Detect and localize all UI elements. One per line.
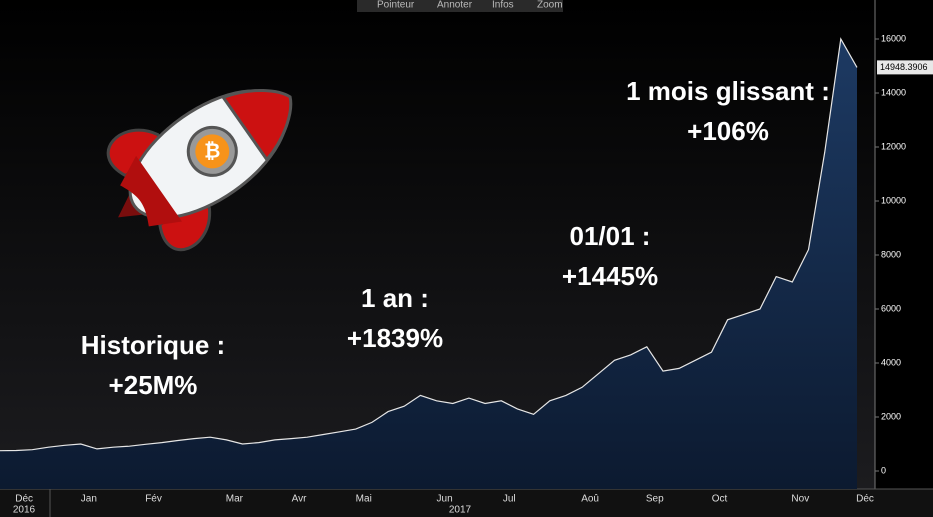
x-tick-label: Avr [292, 494, 307, 505]
last-value-label: 14948.3906 [880, 62, 928, 72]
y-tick-label: 4000 [881, 357, 901, 367]
last-value-box [877, 60, 933, 75]
annotation: 1 mois glissant : [626, 76, 830, 106]
x-tick-label: Mai [356, 494, 372, 505]
line [0, 37, 858, 452]
y-tick-label: 14000 [881, 87, 906, 97]
toolbar-item[interactable]: Pointeur [377, 0, 415, 11]
x-tick-label: Jul [503, 494, 516, 505]
annotation: +1839% [347, 323, 443, 353]
x-tick-label: Mar [226, 494, 244, 505]
year-label: 2016 [13, 505, 36, 516]
y-tick-label: 6000 [881, 303, 901, 313]
toolbar-item[interactable]: Zoom [537, 0, 563, 11]
x-axis-band [0, 489, 933, 517]
annotation: +1445% [562, 261, 658, 291]
rocket: ₿ [106, 88, 293, 252]
year-label: 2017 [449, 505, 472, 516]
x-tick-label: Déc [15, 494, 33, 505]
x-tick-label: Jan [81, 494, 97, 505]
y-tick-label: 12000 [881, 141, 906, 151]
y-tick-label: 16000 [881, 33, 906, 43]
x-tick-label: Oct [712, 494, 728, 505]
x-tick-label: Aoû [581, 494, 599, 505]
annotation: 01/01 : [570, 221, 651, 251]
toolbar-bg [357, 0, 563, 12]
toolbar: Pointeur Annoter Infos Zoom [357, 0, 563, 12]
annotation: 1 an : [361, 283, 429, 313]
annotation: Historique : [81, 330, 225, 360]
y-tick-label: 10000 [881, 195, 906, 205]
x-tick-label: Fév [145, 494, 162, 505]
x-tick-label: Déc [856, 494, 874, 505]
annotation: +106% [687, 116, 769, 146]
area [0, 39, 857, 489]
svg-text:₿: ₿ [204, 141, 220, 163]
annotation: +25M% [109, 370, 198, 400]
y-tick-label: 2000 [881, 411, 901, 421]
x-tick-label: Jun [437, 494, 453, 505]
toolbar-item[interactable]: Infos [492, 0, 514, 11]
y-tick-label: 0 [881, 465, 886, 475]
y-tick-label: 8000 [881, 249, 901, 259]
x-tick-label: Sep [646, 494, 664, 505]
x-tick-label: Nov [791, 494, 809, 505]
toolbar-item[interactable]: Annoter [437, 0, 473, 11]
